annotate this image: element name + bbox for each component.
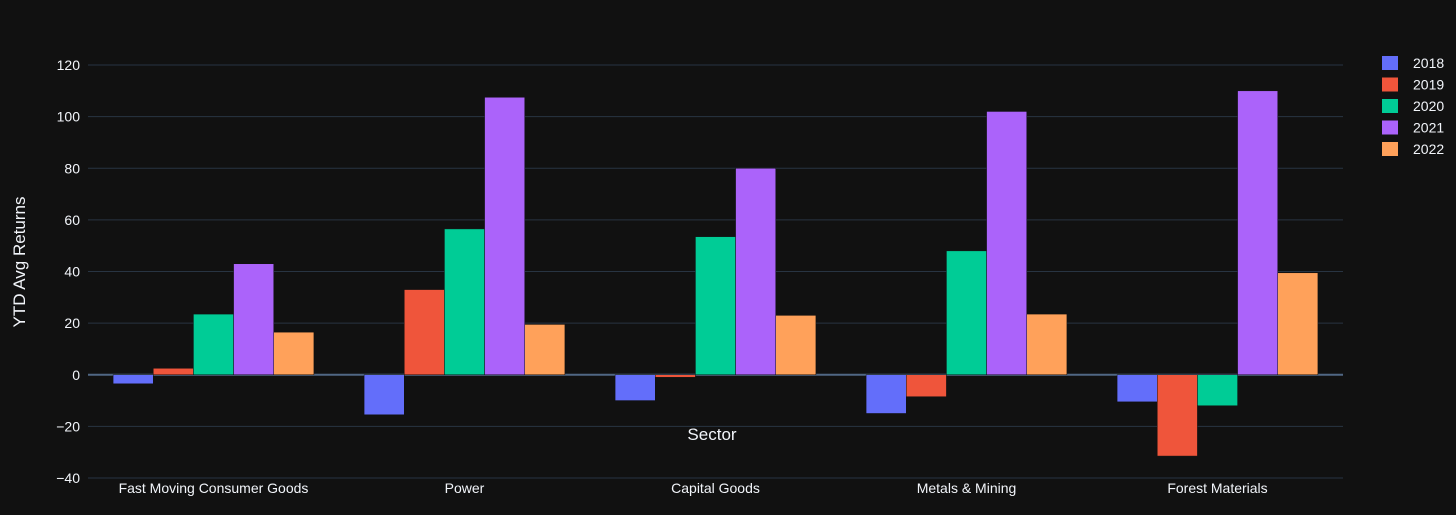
bar-2018[interactable] [865, 374, 907, 414]
legend[interactable]: 2018 2019 2020 2021 2022 [1382, 55, 1444, 157]
y-tick-label: 100 [57, 109, 81, 125]
legend-label: 2020 [1413, 98, 1444, 114]
bar-2020[interactable] [946, 250, 987, 376]
bar-2022[interactable] [273, 331, 315, 375]
bar-2020[interactable] [695, 236, 736, 375]
legend-label: 2021 [1413, 120, 1444, 136]
legend-swatch [1382, 56, 1398, 70]
bar-2022[interactable] [1026, 313, 1068, 376]
bar-2021[interactable] [735, 168, 776, 375]
x-tick-label: Fast Moving Consumer Goods [119, 480, 309, 496]
bar-2019[interactable] [655, 374, 696, 378]
legend-label: 2022 [1413, 141, 1444, 157]
legend-item-2020[interactable]: 2020 [1382, 98, 1444, 114]
bar-2021[interactable] [484, 97, 525, 375]
legend-item-2019[interactable]: 2019 [1382, 77, 1444, 93]
y-axis-title: YTD Avg Returns [10, 196, 29, 327]
legend-swatch [1382, 120, 1398, 135]
y-tick-label: 80 [64, 160, 80, 176]
legend-label: 2019 [1413, 77, 1444, 93]
y-tick-label: 120 [57, 57, 81, 73]
legend-item-2018[interactable]: 2018 [1382, 55, 1444, 71]
legend-item-2021[interactable]: 2021 [1382, 120, 1444, 136]
x-tick-label: Forest Materials [1167, 480, 1267, 496]
bar-2019[interactable] [153, 368, 194, 375]
bar-2021[interactable] [1237, 90, 1278, 375]
x-axis-ticks: Fast Moving Consumer Goods Power Capital G… [119, 480, 1268, 496]
legend-item-2022[interactable]: 2022 [1382, 141, 1444, 157]
bar-2018[interactable] [363, 374, 405, 416]
x-tick-label: Capital Goods [671, 480, 760, 496]
x-tick-label: Power [445, 480, 485, 496]
legend-label: 2018 [1413, 55, 1444, 71]
legend-swatch [1382, 99, 1398, 113]
y-tick-label: 40 [64, 264, 80, 280]
y-tick-label: 20 [64, 315, 80, 331]
bar-2022[interactable] [1277, 272, 1319, 375]
bar-2020[interactable] [1197, 374, 1238, 406]
x-axis-title: Sector [687, 425, 736, 444]
bar-2022[interactable] [524, 324, 566, 375]
y-tick-label: −40 [56, 470, 80, 486]
bar-2019[interactable] [906, 374, 947, 397]
bar-2020[interactable] [444, 228, 485, 375]
legend-swatch [1382, 77, 1398, 92]
bar-2018[interactable] [1116, 374, 1158, 403]
legend-swatch [1382, 142, 1398, 156]
bars [112, 90, 1319, 457]
bar-2020[interactable] [193, 313, 234, 376]
bar-2019[interactable] [404, 289, 445, 376]
x-tick-label: Metals & Mining [917, 480, 1017, 496]
y-tick-label: 60 [64, 212, 80, 228]
y-axis-ticks: −40 −20 0 20 40 60 80 100 120 [56, 57, 80, 486]
bar-2022[interactable] [775, 315, 817, 376]
bar-2018[interactable] [112, 374, 154, 385]
bar-2018[interactable] [614, 374, 656, 401]
bar-2019[interactable] [1157, 374, 1198, 457]
y-tick-label: 0 [72, 367, 80, 383]
bar-2021[interactable] [986, 111, 1027, 376]
y-tick-label: −20 [56, 418, 80, 434]
bar-2021[interactable] [233, 263, 274, 376]
